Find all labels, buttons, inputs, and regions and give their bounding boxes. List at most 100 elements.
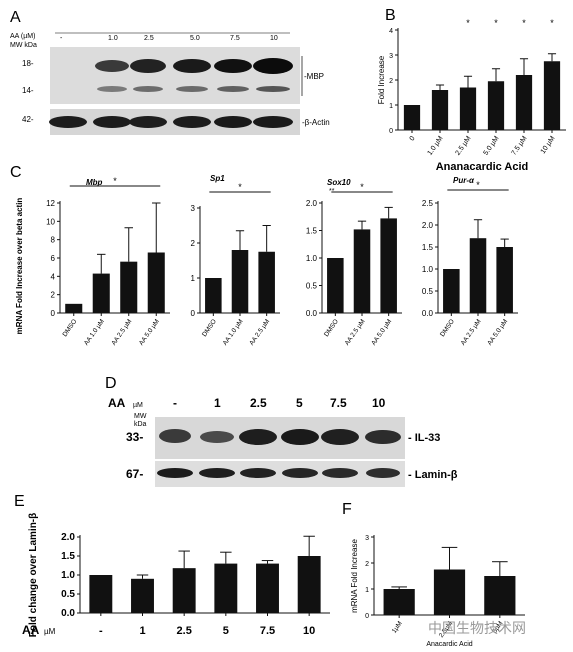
chart-c3-ytick-label: 1.5 — [306, 227, 318, 236]
chart-c1-bar — [92, 273, 110, 313]
chart-c2-ytick-label: 3 — [191, 204, 196, 213]
chart-c3-title-suffix: ** — [329, 188, 335, 195]
chart-e-ytick-label: 0.0 — [61, 608, 75, 619]
blot-d-lane-4: 7.5 — [330, 396, 347, 410]
chart-b-bar — [515, 75, 533, 130]
blot-d-lane-0: - — [173, 396, 177, 410]
blot-a-lane-0: - — [60, 35, 63, 42]
blot-d-header: AA — [108, 396, 126, 410]
chart-b-category-label: 0 — [409, 135, 417, 142]
chart-e-ytick-label: 1.0 — [61, 570, 75, 581]
chart-c3-bar — [353, 229, 371, 313]
chart-e-bar — [256, 563, 279, 613]
chart-c1-category-label: AA 5.0 µM — [138, 318, 161, 347]
chart-b-bar — [431, 90, 449, 130]
chart-c1-significance-star: * — [113, 176, 117, 186]
chart-b-category-label: 5.0 µM — [483, 135, 501, 157]
chart-e-ylabel: Fold change over Lamin-β — [28, 513, 39, 637]
chart-f-xlabel: Anacardic Acid — [426, 641, 472, 648]
chart-e-category-label: - — [99, 625, 103, 637]
chart-c1-ytick-label: 10 — [46, 217, 55, 226]
chart-b-bar — [459, 87, 477, 130]
chart-c1-category-label: AA 2.5 µM — [110, 318, 133, 347]
chart-f-category-label: 1µM — [391, 620, 404, 634]
blot-d-mw-33: 33- — [126, 430, 143, 444]
chart-c1-bar — [120, 261, 138, 313]
chart-c4-ytick-label: 0.5 — [422, 287, 434, 296]
chart-c3-ytick-label: 0.5 — [306, 282, 318, 291]
chart-c1-category-label: DMSO — [61, 318, 78, 338]
chart-b-category-label: 1.0 µM — [427, 135, 445, 157]
chart-c1-ylabel: mRNA Fold Increase over beta actin — [15, 198, 24, 335]
chart-b-ytick-label: 3 — [389, 53, 393, 60]
chart-f-ylabel: mRNA Fold Increase — [350, 539, 359, 613]
blot-d-mw-unit: kDa — [134, 421, 147, 428]
blot-a-lane-3: 5.0 — [190, 35, 200, 42]
chart-c1-panel-letter: C — [10, 164, 22, 181]
chart-b-significance-star: * — [550, 18, 554, 28]
chart-c1-ytick-label: 6 — [51, 254, 56, 263]
blot-a-lane-1: 1.0 — [108, 35, 118, 42]
blot-a-lane-5: 10 — [270, 35, 278, 42]
chart-b: B 0 1 2 3 4 0 1.0 µM 2.5 µM * 5.0 µM * 7.5 µM * 10 µM *… — [377, 7, 566, 173]
chart-e-category-label: 7.5 — [260, 625, 275, 637]
chart-c-pur-alpha: 0.0 0.5 1.0 1.5 2.0 2.5 DMSO AA 2.5 µM AA 5.0 µM… — [422, 176, 518, 347]
blot-d-mw-header: MW — [134, 413, 147, 420]
blot-a-mbp-membrane — [50, 47, 300, 104]
blot-d-header-unit: µM — [133, 402, 143, 409]
chart-b-ylabel: Fold Increase — [377, 55, 386, 104]
blot-d-il33-bands — [159, 429, 401, 445]
chart-c1-ytick-label: 8 — [51, 236, 56, 245]
blot-d-lamin-bands — [157, 468, 400, 478]
chart-f-ytick-label: 3 — [365, 535, 369, 542]
blot-d-il33-label: - IL-33 — [408, 432, 440, 444]
chart-c1-title: Mbp — [86, 178, 103, 187]
blot-d-lamin-membrane — [155, 461, 405, 487]
chart-f-bar — [383, 589, 415, 615]
chart-b-category-label: 7.5 µM — [511, 135, 529, 157]
chart-c-mbp: C 0 2 4 6 8 10 12 DMSO AA 1.0 µM AA 2.5 µM AA 5.0 µ… — [10, 164, 170, 347]
chart-b-ytick-label: 2 — [389, 78, 393, 85]
blot-d-lane-5: 10 — [372, 396, 386, 410]
chart-c2-category-label: AA 1.0 µM — [222, 318, 245, 347]
chart-c3-title: Sox10 — [327, 178, 351, 187]
chart-e-bar — [131, 578, 154, 613]
chart-c4-category-label: AA 5.0 µM — [486, 318, 509, 347]
chart-c4-bar — [469, 238, 487, 313]
chart-b-ytick-label: 4 — [389, 28, 393, 35]
chart-c4-category-label: AA 2.5 µM — [460, 318, 483, 347]
chart-f-bar — [484, 576, 516, 615]
chart-b-ytick-label: 1 — [389, 103, 393, 110]
chart-c2-ytick-label: 1 — [191, 274, 196, 283]
chart-e-bar — [297, 556, 321, 613]
chart-c1-ytick-label: 0 — [51, 309, 56, 318]
chart-c1-category-label: AA 1.0 µM — [83, 318, 106, 347]
chart-b-bar — [403, 105, 421, 130]
chart-c3-bar — [327, 258, 344, 313]
chart-c4-bar — [496, 247, 513, 313]
chart-b-significance-star: * — [466, 18, 470, 28]
chart-c2-bar — [258, 251, 275, 313]
chart-c3-category-label: AA 2.5 µM — [344, 318, 367, 347]
chart-b-xlabel: Ananacardic Acid — [436, 161, 529, 173]
chart-b-bar — [543, 61, 561, 130]
chart-b-bar — [487, 81, 505, 130]
e-lanes-unit: µM — [44, 627, 56, 636]
chart-b-significance-star: * — [522, 18, 526, 28]
chart-c3-ytick-label: 1.0 — [306, 254, 318, 263]
panel-letter-a: A — [10, 9, 21, 26]
chart-e-panel-letter: E — [14, 493, 25, 510]
chart-c2-ytick-label: 0 — [191, 309, 196, 318]
chart-e-ytick-label: 1.5 — [61, 551, 75, 562]
chart-c4-ytick-label: 2.0 — [422, 221, 434, 230]
chart-c2-category-label: DMSO — [201, 318, 218, 338]
chart-e-ytick-label: 2.0 — [61, 532, 75, 543]
chart-e: E 0.0 0.5 1.0 1.5 2.0 - 1 2.5 5 7.5 10 Fold change o… — [14, 493, 330, 637]
chart-b-panel-letter: B — [385, 7, 396, 24]
chart-c3-category-label: DMSO — [323, 318, 340, 338]
chart-e-category-label: 5 — [223, 625, 229, 637]
blot-a-mbp-bands — [95, 58, 293, 92]
chart-c2-bar — [231, 250, 249, 313]
chart-e-category-label: 1 — [139, 625, 145, 637]
blot-a-mw-18: 18- — [22, 59, 34, 68]
